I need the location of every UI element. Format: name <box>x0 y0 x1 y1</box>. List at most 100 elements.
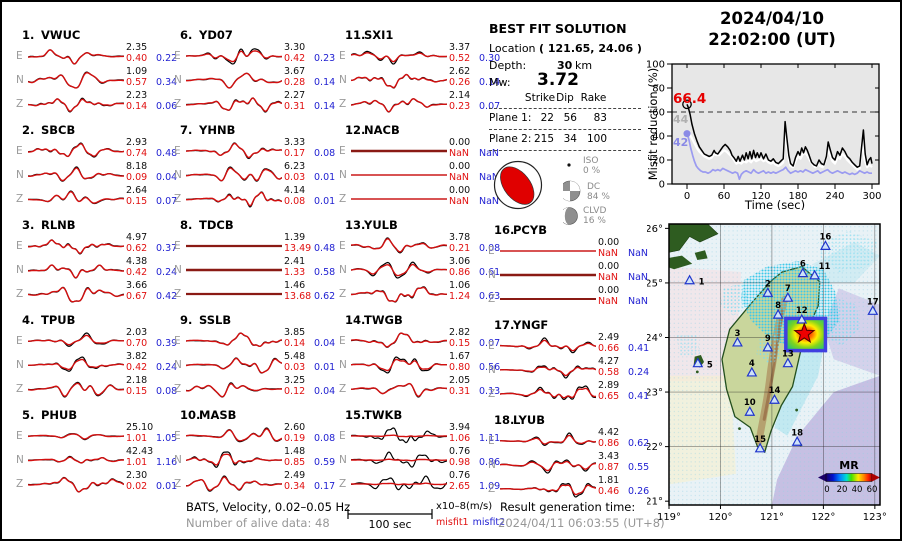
misfit2-value: 0.01 <box>314 172 336 183</box>
waveform-trace <box>351 50 447 65</box>
misfit2-value: 0.58 <box>314 267 336 278</box>
chart-xlabel: Time (sec) <box>744 198 805 210</box>
station-number: 10. <box>180 408 201 422</box>
misfit1-value: 0.08 <box>284 196 306 207</box>
station-map-label: 3 <box>734 329 740 339</box>
channel-label: E <box>16 50 23 62</box>
waveform-trace <box>186 292 282 296</box>
amplitude-value: 3.67 <box>284 66 306 77</box>
station-sxi1: 11.SXI1 E 3.37 0.52 0.30 N 2.62 0.26 0.14 Z 2.14 0.… <box>337 28 505 118</box>
station-title: 11.SXI1 <box>345 28 393 42</box>
map-lon-label: 119° <box>657 512 681 523</box>
amplitude-value: 0.76 <box>449 470 471 481</box>
station-name: YNGF <box>513 318 549 332</box>
misfit1-value: 0.15 <box>126 196 148 207</box>
channel-row: Z 2.49 0.34 0.17 <box>172 470 340 496</box>
waveform-trace <box>500 273 596 277</box>
channel-label: Z <box>339 288 347 300</box>
misfit1-value: 0.15 <box>449 338 471 349</box>
map-lat-label: 21° <box>647 497 663 508</box>
amplitude-value: 1.06 <box>449 280 471 291</box>
y-tick-label: 60 <box>652 108 665 119</box>
misfit1-value: 0.66 <box>598 343 620 354</box>
station-title: 5. PHUB <box>22 408 77 422</box>
channel-row: Z 0.00 NaN NaN <box>486 285 654 311</box>
amplitude-value: 5.48 <box>284 351 306 362</box>
misfit-reduction-chart: 66.4 44 42 0 20 40 60 80 100 0 60 120 180 240 300 Time … <box>647 60 882 211</box>
station-title: 18.LYUB <box>494 413 545 427</box>
channel-label: E <box>488 245 495 257</box>
clvd-icon <box>563 207 578 225</box>
channel-row: N 2.41 1.33 0.58 <box>172 256 340 282</box>
channel-label: E <box>339 430 346 442</box>
waveform-trace <box>28 264 124 279</box>
channel-label: E <box>488 340 495 352</box>
station-map-label: 17 <box>867 297 879 307</box>
waveform-trace <box>500 337 596 354</box>
divider <box>489 150 641 151</box>
channel-label: E <box>174 50 181 62</box>
amplitude-value: 1.39 <box>284 232 306 243</box>
channel-row: E 2.82 0.15 0.07 <box>337 327 505 353</box>
amplitude-value: 4.42 <box>598 427 620 438</box>
station-title: 17.YNGF <box>494 318 548 332</box>
col-rake: Rake <box>580 92 607 104</box>
waveform-trace <box>28 356 124 372</box>
y-tick-label: 0 <box>659 180 665 191</box>
station-name: SSLB <box>199 313 232 327</box>
channel-row: Z 2.27 0.31 0.14 <box>172 90 340 116</box>
misfit1-value: 0.86 <box>598 438 620 449</box>
station-title: 13.YULB <box>345 218 398 232</box>
misfit2-value: 0.56 <box>479 362 501 373</box>
misfit1-value: 0.12 <box>284 386 306 397</box>
waveform-trace <box>186 191 282 208</box>
waveform-trace <box>28 97 124 113</box>
waveform-trace <box>500 459 596 474</box>
misfit1-value: 0.09 <box>126 172 148 183</box>
station-vwuc: 1. VWUC E 2.35 0.40 0.22 N 1.09 0.57 0.34 Z 2.23 0.1… <box>14 28 182 118</box>
misfit2-value: 0.01 <box>314 362 336 373</box>
channel-row: E 2.49 0.66 0.41 <box>486 332 654 358</box>
station-number: 8. <box>180 218 193 232</box>
y-tick-label: 100 <box>647 60 665 71</box>
channel-label: N <box>339 454 347 466</box>
station-sbcb: 2. SBCB E 2.93 0.74 0.48 N 8.18 0.09 0.04 Z 2.64 0.1… <box>14 123 182 213</box>
channel-row: N 3.43 0.87 0.55 <box>486 451 654 477</box>
channel-label: Z <box>339 383 347 395</box>
misfit2-value: 0.17 <box>314 481 336 492</box>
mw-label: Mw: <box>489 76 511 89</box>
mr-colorbar: MR 0 20 40 60 <box>818 459 880 495</box>
misfit1-value: NaN <box>449 172 470 183</box>
amplitude-value: 4.27 <box>598 356 620 367</box>
misfit1-value: 0.65 <box>598 391 620 402</box>
channel-row: E 3.30 0.42 0.23 <box>172 42 340 68</box>
colorbar-title: MR <box>839 459 859 472</box>
misfit2-value: 0.23 <box>314 53 336 64</box>
misfit1-value: 1.01 <box>126 457 148 468</box>
station-name: SBCB <box>41 123 76 137</box>
station-map-label: 11 <box>819 262 831 272</box>
station-lyub: 18.LYUB E 4.42 0.86 0.62 N 3.43 0.87 0.55 Z 1.81 0.… <box>486 413 654 503</box>
station-triangle-12 <box>796 313 808 324</box>
divider <box>489 108 641 109</box>
misfit1-value: 0.85 <box>284 457 306 468</box>
waveform-trace <box>28 455 124 464</box>
channel-row: E 3.94 1.06 1.11 <box>337 422 505 448</box>
amplitude-value: 0.00 <box>449 185 471 196</box>
x-tick-label: 120 <box>751 191 770 202</box>
amplitude-value: 1.46 <box>284 280 306 291</box>
channel-row: Z 1.46 13.68 0.62 <box>172 280 340 306</box>
channel-label: E <box>488 435 495 447</box>
amplitude-value: 2.93 <box>126 137 148 148</box>
clvd-label: CLVD <box>583 206 607 216</box>
colorbar-tick: 40 <box>852 485 863 495</box>
misfit1-value: 0.74 <box>126 148 148 159</box>
channel-row: Z 1.81 0.46 0.26 <box>486 475 654 501</box>
china-coast <box>669 224 719 253</box>
amplitude-value: 2.14 <box>449 90 471 101</box>
waveform-trace <box>500 365 596 379</box>
channel-label: N <box>488 269 496 281</box>
channel-row: E 2.03 0.70 0.39 <box>14 327 182 353</box>
time-scalebar <box>347 509 433 519</box>
channel-label: E <box>339 335 346 347</box>
